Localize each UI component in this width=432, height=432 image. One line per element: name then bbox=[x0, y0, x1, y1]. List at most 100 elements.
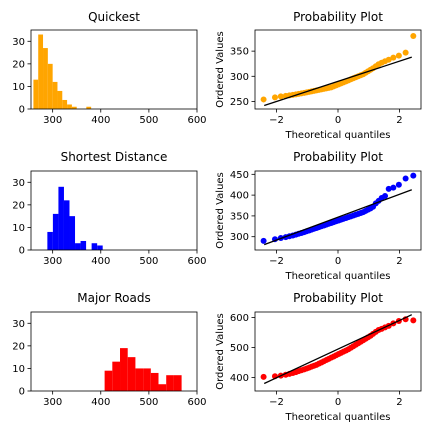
axes-frame bbox=[30, 29, 198, 110]
histogram-bar bbox=[33, 79, 39, 109]
y-tick-label: 30 bbox=[12, 37, 25, 48]
plot-area bbox=[260, 33, 417, 107]
data-point bbox=[277, 93, 284, 100]
histogram-bar bbox=[52, 213, 59, 250]
panel-histogram-quickest: Quickest 300 400 500 600 0 10 20 30 bbox=[12, 10, 206, 126]
x-tick-label: 0 bbox=[335, 397, 341, 408]
data-point bbox=[385, 185, 392, 192]
x-tick-label: 500 bbox=[139, 256, 158, 267]
histogram-bar bbox=[158, 384, 167, 391]
panel-title: Probability Plot bbox=[293, 291, 383, 305]
y-tick-label: 350 bbox=[230, 211, 249, 222]
plot-area bbox=[104, 348, 182, 391]
data-point bbox=[260, 237, 267, 244]
x-tick-label: −2 bbox=[269, 115, 284, 126]
histogram-bar bbox=[58, 186, 64, 250]
histogram-bar bbox=[63, 200, 70, 250]
y-tick-label: 400 bbox=[230, 191, 249, 202]
histogram-bar bbox=[80, 240, 87, 250]
x-tick-label: 2 bbox=[396, 115, 402, 126]
x-tick-label: 600 bbox=[187, 256, 206, 267]
plot-area bbox=[260, 172, 417, 246]
fit-line bbox=[263, 314, 413, 385]
data-point bbox=[390, 54, 397, 61]
y-tick-label: 20 bbox=[12, 200, 25, 211]
histogram-bar bbox=[57, 90, 63, 109]
y-tick-label: 350 bbox=[230, 47, 249, 58]
histogram-bar bbox=[173, 375, 182, 391]
axes-frame bbox=[30, 170, 198, 251]
y-tick-label: 600 bbox=[230, 313, 249, 324]
x-tick-label: 0 bbox=[335, 115, 341, 126]
histogram-bar bbox=[62, 99, 68, 109]
data-point bbox=[410, 317, 417, 324]
histogram-bar bbox=[127, 357, 136, 391]
plot-area bbox=[47, 186, 103, 250]
histogram-bar bbox=[143, 368, 151, 391]
x-tick-label: −2 bbox=[269, 397, 284, 408]
panel-title: Shortest Distance bbox=[61, 150, 168, 164]
data-point bbox=[395, 181, 402, 188]
panel-title: Quickest bbox=[88, 10, 140, 24]
data-point bbox=[395, 52, 402, 59]
panel-title: Probability Plot bbox=[293, 10, 383, 24]
histogram-bar bbox=[150, 372, 159, 391]
x-tick-label: 300 bbox=[43, 256, 62, 267]
histogram-bar bbox=[91, 243, 98, 250]
panel-title: Probability Plot bbox=[293, 150, 383, 164]
x-tick-label: 500 bbox=[139, 115, 158, 126]
x-tick-label: 400 bbox=[91, 115, 110, 126]
x-tick-label: 600 bbox=[187, 397, 206, 408]
plot-area bbox=[260, 314, 417, 385]
data-point bbox=[410, 172, 417, 179]
data-point bbox=[271, 94, 278, 101]
histogram-bar bbox=[120, 348, 128, 391]
data-point bbox=[410, 33, 417, 40]
panel-probplot-quickest: Probability Plot Theoretical quantiles O… bbox=[215, 10, 422, 141]
histogram-bar bbox=[166, 375, 174, 391]
y-axis-label: Ordered Values bbox=[215, 172, 226, 249]
panel-probplot-shortest-distance: Probability Plot Theoretical quantiles O… bbox=[215, 150, 422, 282]
x-tick-label: 600 bbox=[187, 115, 206, 126]
fit-line bbox=[263, 189, 413, 246]
x-tick-label: −2 bbox=[269, 256, 284, 267]
y-tick-label: 10 bbox=[12, 223, 25, 234]
histogram-bar bbox=[47, 231, 53, 250]
y-tick-label: 500 bbox=[230, 343, 249, 354]
histogram-bar bbox=[71, 106, 77, 109]
fit-line bbox=[264, 56, 412, 107]
histogram-bar bbox=[43, 48, 48, 109]
x-tick-label: 2 bbox=[396, 256, 402, 267]
y-tick-label: 300 bbox=[230, 72, 249, 83]
x-axis-label: Theoretical quantiles bbox=[284, 130, 390, 141]
panel-histogram-shortest-distance: Shortest Distance 300 400 500 600 0 10 20 30 bbox=[12, 150, 206, 267]
data-point bbox=[382, 192, 389, 199]
histogram-bar bbox=[86, 106, 92, 109]
histogram-bar bbox=[52, 81, 58, 109]
data-point bbox=[402, 49, 409, 56]
x-tick-label: 500 bbox=[139, 397, 158, 408]
histogram-bar bbox=[67, 104, 72, 109]
data-point bbox=[390, 184, 397, 191]
histogram-bar bbox=[135, 368, 144, 391]
y-tick-label: 30 bbox=[12, 178, 25, 189]
y-tick-label: 450 bbox=[230, 170, 249, 181]
data-point bbox=[402, 175, 409, 182]
y-axis-label: Ordered Values bbox=[215, 31, 226, 108]
y-tick-label: 10 bbox=[12, 82, 25, 93]
y-tick-label: 0 bbox=[19, 246, 25, 257]
x-tick-label: 400 bbox=[91, 397, 110, 408]
x-tick-label: 300 bbox=[43, 115, 62, 126]
panel-histogram-major-roads: Major Roads 300 400 500 600 0 10 20 30 bbox=[12, 291, 206, 408]
x-tick-label: 300 bbox=[43, 397, 62, 408]
y-tick-label: 250 bbox=[230, 97, 249, 108]
y-tick-label: 0 bbox=[19, 387, 25, 398]
y-tick-label: 20 bbox=[12, 59, 25, 70]
histogram-bar bbox=[69, 216, 76, 250]
y-axis-label: Ordered Values bbox=[215, 313, 226, 390]
x-tick-label: 0 bbox=[335, 256, 341, 267]
x-tick-label: 400 bbox=[91, 256, 110, 267]
x-axis-label: Theoretical quantiles bbox=[284, 412, 390, 423]
histogram-bar bbox=[75, 243, 81, 250]
